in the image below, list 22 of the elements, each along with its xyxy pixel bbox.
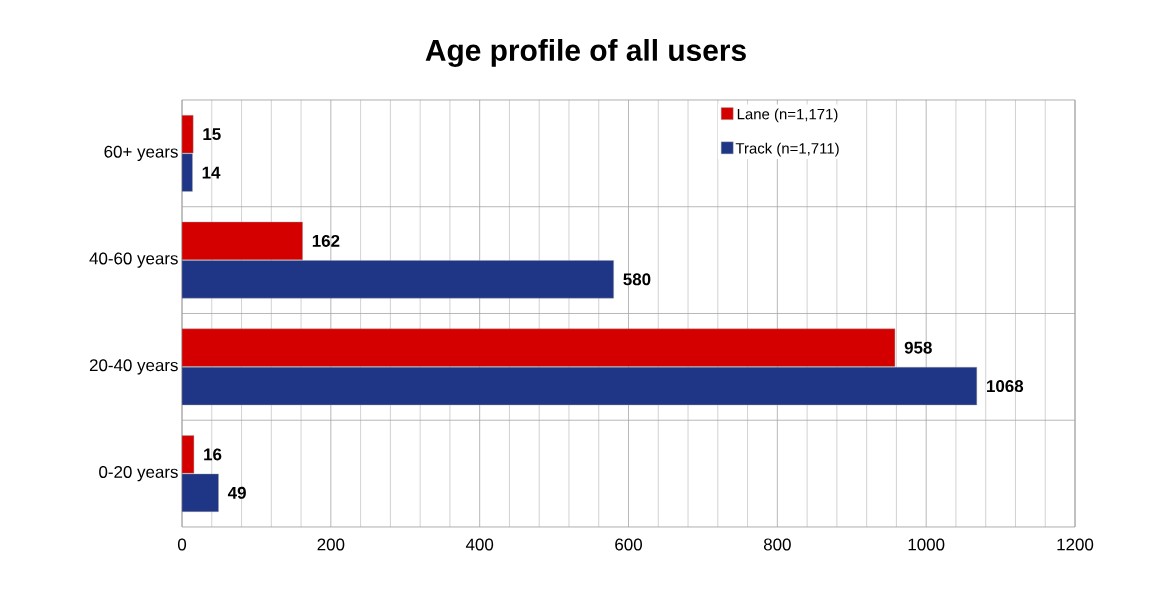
x-tick-label: 600 (615, 538, 642, 551)
data-label: 162 (312, 234, 340, 247)
x-tick-label: 200 (317, 538, 345, 551)
y-tick-label: 20-40 years (89, 359, 178, 375)
x-tick-label: 400 (465, 538, 494, 551)
y-tick-label: 40-60 years (89, 252, 178, 268)
x-tick-label: 1200 (1057, 538, 1094, 551)
data-label: 580 (623, 273, 651, 286)
data-label: 49 (227, 486, 246, 499)
x-tick-label: 800 (763, 538, 791, 551)
data-label: 15 (203, 128, 221, 141)
y-tick-label: 0-20 years (99, 465, 178, 482)
chart-title: Age profile of all users (425, 38, 746, 67)
x-tick-label: 1000 (908, 538, 945, 551)
data-label: 14 (202, 166, 221, 179)
legend-label: Track (n=1,711) (735, 142, 839, 157)
data-label: 958 (904, 341, 932, 354)
y-tick-label: 60+ years (104, 145, 178, 162)
data-label: 16 (204, 448, 222, 461)
legend-label: Lane (n=1,171) (737, 108, 838, 123)
data-label: 1068 (987, 380, 1024, 393)
x-tick-label: 0 (177, 538, 187, 551)
